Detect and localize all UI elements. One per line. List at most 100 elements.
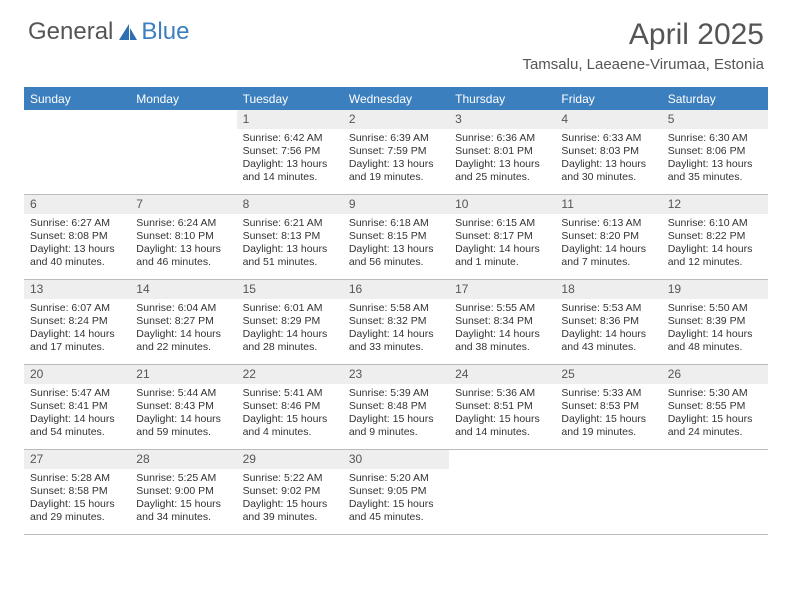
daylight-line: Daylight: 13 hours and 19 minutes. [349, 158, 443, 184]
sunset-line: Sunset: 8:41 PM [30, 400, 124, 413]
week-row: 6Sunrise: 6:27 AMSunset: 8:08 PMDaylight… [24, 195, 768, 280]
cell-body: Sunrise: 5:53 AMSunset: 8:36 PMDaylight:… [555, 299, 661, 359]
day-number: 28 [130, 450, 236, 469]
cell-body: Sunrise: 6:10 AMSunset: 8:22 PMDaylight:… [662, 214, 768, 274]
day-number: 14 [130, 280, 236, 299]
sunrise-line: Sunrise: 5:41 AM [243, 387, 337, 400]
month-title: April 2025 [522, 18, 764, 52]
cell-body: Sunrise: 5:39 AMSunset: 8:48 PMDaylight:… [343, 384, 449, 444]
calendar-cell: 4Sunrise: 6:33 AMSunset: 8:03 PMDaylight… [555, 110, 661, 194]
calendar-cell: 17Sunrise: 5:55 AMSunset: 8:34 PMDayligh… [449, 280, 555, 364]
cell-body: Sunrise: 5:30 AMSunset: 8:55 PMDaylight:… [662, 384, 768, 444]
sunset-line: Sunset: 8:39 PM [668, 315, 762, 328]
cell-body: Sunrise: 6:36 AMSunset: 8:01 PMDaylight:… [449, 129, 555, 189]
daylight-line: Daylight: 14 hours and 43 minutes. [561, 328, 655, 354]
sunset-line: Sunset: 8:08 PM [30, 230, 124, 243]
daylight-line: Daylight: 14 hours and 17 minutes. [30, 328, 124, 354]
cell-body: Sunrise: 6:42 AMSunset: 7:56 PMDaylight:… [237, 129, 343, 189]
daylight-line: Daylight: 15 hours and 19 minutes. [561, 413, 655, 439]
logo-sail-icon [117, 22, 139, 42]
daylight-line: Daylight: 13 hours and 35 minutes. [668, 158, 762, 184]
calendar-cell: 1Sunrise: 6:42 AMSunset: 7:56 PMDaylight… [237, 110, 343, 194]
sunrise-line: Sunrise: 5:25 AM [136, 472, 230, 485]
sunset-line: Sunset: 8:43 PM [136, 400, 230, 413]
daylight-line: Daylight: 13 hours and 51 minutes. [243, 243, 337, 269]
sunrise-line: Sunrise: 5:33 AM [561, 387, 655, 400]
sunset-line: Sunset: 8:29 PM [243, 315, 337, 328]
day-number: 20 [24, 365, 130, 384]
daylight-line: Daylight: 14 hours and 38 minutes. [455, 328, 549, 354]
sunset-line: Sunset: 9:02 PM [243, 485, 337, 498]
sunrise-line: Sunrise: 6:39 AM [349, 132, 443, 145]
daylight-line: Daylight: 13 hours and 56 minutes. [349, 243, 443, 269]
calendar-cell: 10Sunrise: 6:15 AMSunset: 8:17 PMDayligh… [449, 195, 555, 279]
logo: General Blue [28, 18, 189, 46]
sunset-line: Sunset: 8:01 PM [455, 145, 549, 158]
cell-body: Sunrise: 6:13 AMSunset: 8:20 PMDaylight:… [555, 214, 661, 274]
daylight-line: Daylight: 15 hours and 9 minutes. [349, 413, 443, 439]
cell-body: Sunrise: 5:22 AMSunset: 9:02 PMDaylight:… [237, 469, 343, 529]
daylight-line: Daylight: 13 hours and 14 minutes. [243, 158, 337, 184]
calendar-cell: 23Sunrise: 5:39 AMSunset: 8:48 PMDayligh… [343, 365, 449, 449]
sunrise-line: Sunrise: 6:42 AM [243, 132, 337, 145]
sunrise-line: Sunrise: 5:58 AM [349, 302, 443, 315]
daylight-line: Daylight: 13 hours and 30 minutes. [561, 158, 655, 184]
day-number: 8 [237, 195, 343, 214]
day-number: 1 [237, 110, 343, 129]
day-number: 6 [24, 195, 130, 214]
sunset-line: Sunset: 9:05 PM [349, 485, 443, 498]
day-number: 11 [555, 195, 661, 214]
calendar-cell: 22Sunrise: 5:41 AMSunset: 8:46 PMDayligh… [237, 365, 343, 449]
cell-body: Sunrise: 5:36 AMSunset: 8:51 PMDaylight:… [449, 384, 555, 444]
calendar-cell: 26Sunrise: 5:30 AMSunset: 8:55 PMDayligh… [662, 365, 768, 449]
cell-body: Sunrise: 6:01 AMSunset: 8:29 PMDaylight:… [237, 299, 343, 359]
day-number: 25 [555, 365, 661, 384]
sunrise-line: Sunrise: 6:07 AM [30, 302, 124, 315]
daylight-line: Daylight: 14 hours and 7 minutes. [561, 243, 655, 269]
sunset-line: Sunset: 7:56 PM [243, 145, 337, 158]
sunrise-line: Sunrise: 5:55 AM [455, 302, 549, 315]
daylight-line: Daylight: 13 hours and 46 minutes. [136, 243, 230, 269]
daylight-line: Daylight: 14 hours and 28 minutes. [243, 328, 337, 354]
sunset-line: Sunset: 8:13 PM [243, 230, 337, 243]
day-number: 30 [343, 450, 449, 469]
sunset-line: Sunset: 8:53 PM [561, 400, 655, 413]
sunset-line: Sunset: 8:32 PM [349, 315, 443, 328]
cell-body: Sunrise: 6:39 AMSunset: 7:59 PMDaylight:… [343, 129, 449, 189]
day-number: 23 [343, 365, 449, 384]
calendar-cell: 2Sunrise: 6:39 AMSunset: 7:59 PMDaylight… [343, 110, 449, 194]
title-block: April 2025 Tamsalu, Laeaene-Virumaa, Est… [522, 18, 764, 73]
sunrise-line: Sunrise: 6:36 AM [455, 132, 549, 145]
calendar-cell: 30Sunrise: 5:20 AMSunset: 9:05 PMDayligh… [343, 450, 449, 534]
daylight-line: Daylight: 15 hours and 14 minutes. [455, 413, 549, 439]
sunrise-line: Sunrise: 5:22 AM [243, 472, 337, 485]
calendar-cell: 5Sunrise: 6:30 AMSunset: 8:06 PMDaylight… [662, 110, 768, 194]
calendar-cell: 13Sunrise: 6:07 AMSunset: 8:24 PMDayligh… [24, 280, 130, 364]
cell-body: Sunrise: 5:50 AMSunset: 8:39 PMDaylight:… [662, 299, 768, 359]
sunrise-line: Sunrise: 6:10 AM [668, 217, 762, 230]
week-row: 1Sunrise: 6:42 AMSunset: 7:56 PMDaylight… [24, 110, 768, 195]
calendar-cell [555, 450, 661, 534]
weekday-header-row: SundayMondayTuesdayWednesdayThursdayFrid… [24, 88, 768, 110]
calendar-cell: 16Sunrise: 5:58 AMSunset: 8:32 PMDayligh… [343, 280, 449, 364]
sunset-line: Sunset: 8:17 PM [455, 230, 549, 243]
sunrise-line: Sunrise: 5:20 AM [349, 472, 443, 485]
logo-text-2: Blue [141, 18, 189, 46]
calendar-cell: 24Sunrise: 5:36 AMSunset: 8:51 PMDayligh… [449, 365, 555, 449]
day-number: 24 [449, 365, 555, 384]
sunset-line: Sunset: 9:00 PM [136, 485, 230, 498]
day-number: 21 [130, 365, 236, 384]
day-number: 10 [449, 195, 555, 214]
week-row: 20Sunrise: 5:47 AMSunset: 8:41 PMDayligh… [24, 365, 768, 450]
weekday-header: Sunday [24, 88, 130, 110]
day-number: 29 [237, 450, 343, 469]
day-number: 7 [130, 195, 236, 214]
daylight-line: Daylight: 15 hours and 34 minutes. [136, 498, 230, 524]
daylight-line: Daylight: 15 hours and 24 minutes. [668, 413, 762, 439]
daylight-line: Daylight: 15 hours and 4 minutes. [243, 413, 337, 439]
day-number: 27 [24, 450, 130, 469]
sunset-line: Sunset: 8:46 PM [243, 400, 337, 413]
cell-body: Sunrise: 5:44 AMSunset: 8:43 PMDaylight:… [130, 384, 236, 444]
calendar-cell: 3Sunrise: 6:36 AMSunset: 8:01 PMDaylight… [449, 110, 555, 194]
sunset-line: Sunset: 7:59 PM [349, 145, 443, 158]
